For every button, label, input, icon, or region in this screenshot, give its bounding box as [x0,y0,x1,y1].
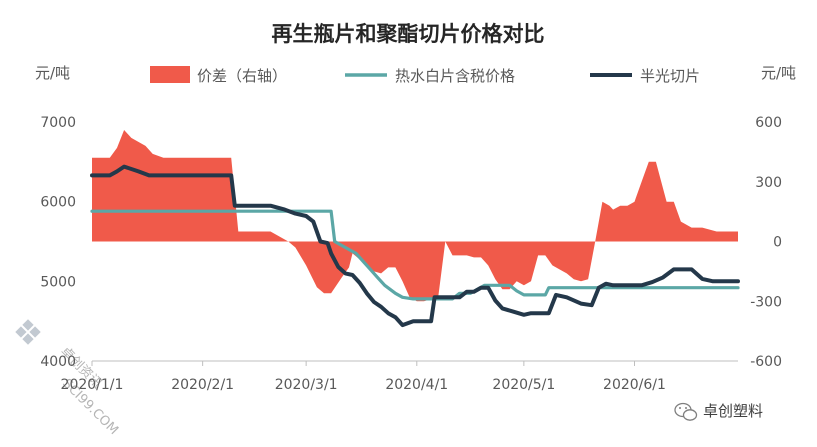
x-tick-label: 2020/4/1 [385,377,448,393]
legend: 价差（右轴） 热水白片含税价格 半光切片 [150,66,700,85]
legend-item: 半光切片 [590,67,700,85]
plot-area [90,130,740,328]
x-tick-label: 2020/5/1 [492,377,555,393]
series-line-hot-wash-flakes [90,209,740,301]
left-tick-label: 4000 [40,354,76,370]
chart-title: 再生瓶片和聚酯切片价格对比 [272,22,545,46]
left-tick-label: 6000 [40,195,76,211]
legend-label: 热水白片含税价格 [395,67,515,85]
left-tick-label: 5000 [40,274,76,290]
left-tick-label: 7000 [40,115,76,131]
series-area-spread [92,130,738,302]
right-tick-label: 0 [773,235,782,251]
legend-swatch [150,66,190,83]
brand-badge: 卓创塑料 [674,402,763,421]
x-tick-label: 2020/1/1 [61,377,124,393]
brand-name: 卓创塑料 [703,402,763,420]
x-tick-label: 2020/2/1 [171,377,234,393]
wechat-icon [674,402,698,421]
legend-item: 热水白片含税价格 [345,67,515,85]
axes: 7000 6000 5000 4000 600 300 0 -300 -600 2020/1/1 2… [40,115,782,393]
legend-label: 半光切片 [640,67,700,85]
x-tick-label: 2020/3/1 [275,377,338,393]
legend-item: 价差（右轴） [150,66,287,85]
left-axis-unit: 元/吨 [35,64,70,82]
right-tick-label: 300 [755,175,782,191]
right-tick-label: -600 [750,354,782,370]
legend-label: 价差（右轴） [197,67,287,85]
x-tick-label: 2020/6/1 [603,377,666,393]
right-tick-label: 600 [755,115,782,131]
right-axis-unit: 元/吨 [761,64,796,82]
right-tick-label: -300 [750,294,782,310]
series-line-semi-dull-chips [90,164,740,328]
